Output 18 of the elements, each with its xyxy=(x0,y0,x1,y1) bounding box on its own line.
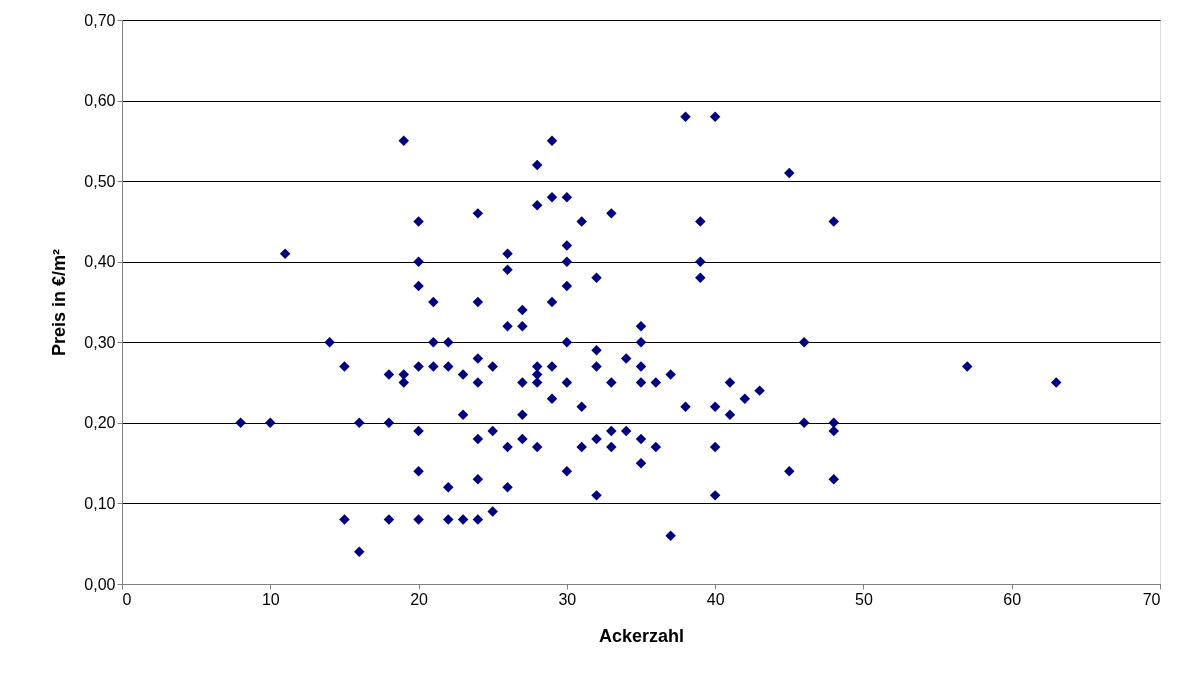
y-tick-label: 0,30 xyxy=(84,333,116,351)
y-tick-label: 0,40 xyxy=(84,253,116,271)
y-tick-label: 0,10 xyxy=(84,494,116,512)
x-tick-label: 60 xyxy=(1003,590,1022,608)
y-tick-label: 0,50 xyxy=(84,172,116,190)
y-tick-label: 0,20 xyxy=(84,414,116,432)
x-tick-label: 50 xyxy=(855,590,873,608)
x-tick-label: 70 xyxy=(1142,590,1161,608)
x-tick-label: 30 xyxy=(558,590,577,608)
x-tick-label: 0 xyxy=(122,590,132,608)
x-tick-label: 20 xyxy=(410,590,429,608)
y-tick-label: 0,00 xyxy=(84,575,116,593)
x-axis-title: Ackerzahl xyxy=(598,625,685,646)
y-axis-title: Preis in €/m² xyxy=(49,248,70,357)
x-tick-label: 10 xyxy=(261,590,280,608)
y-tick-label: 0,60 xyxy=(84,92,116,110)
y-tick-label: 0,70 xyxy=(84,11,116,29)
x-tick-label: 40 xyxy=(706,590,725,608)
